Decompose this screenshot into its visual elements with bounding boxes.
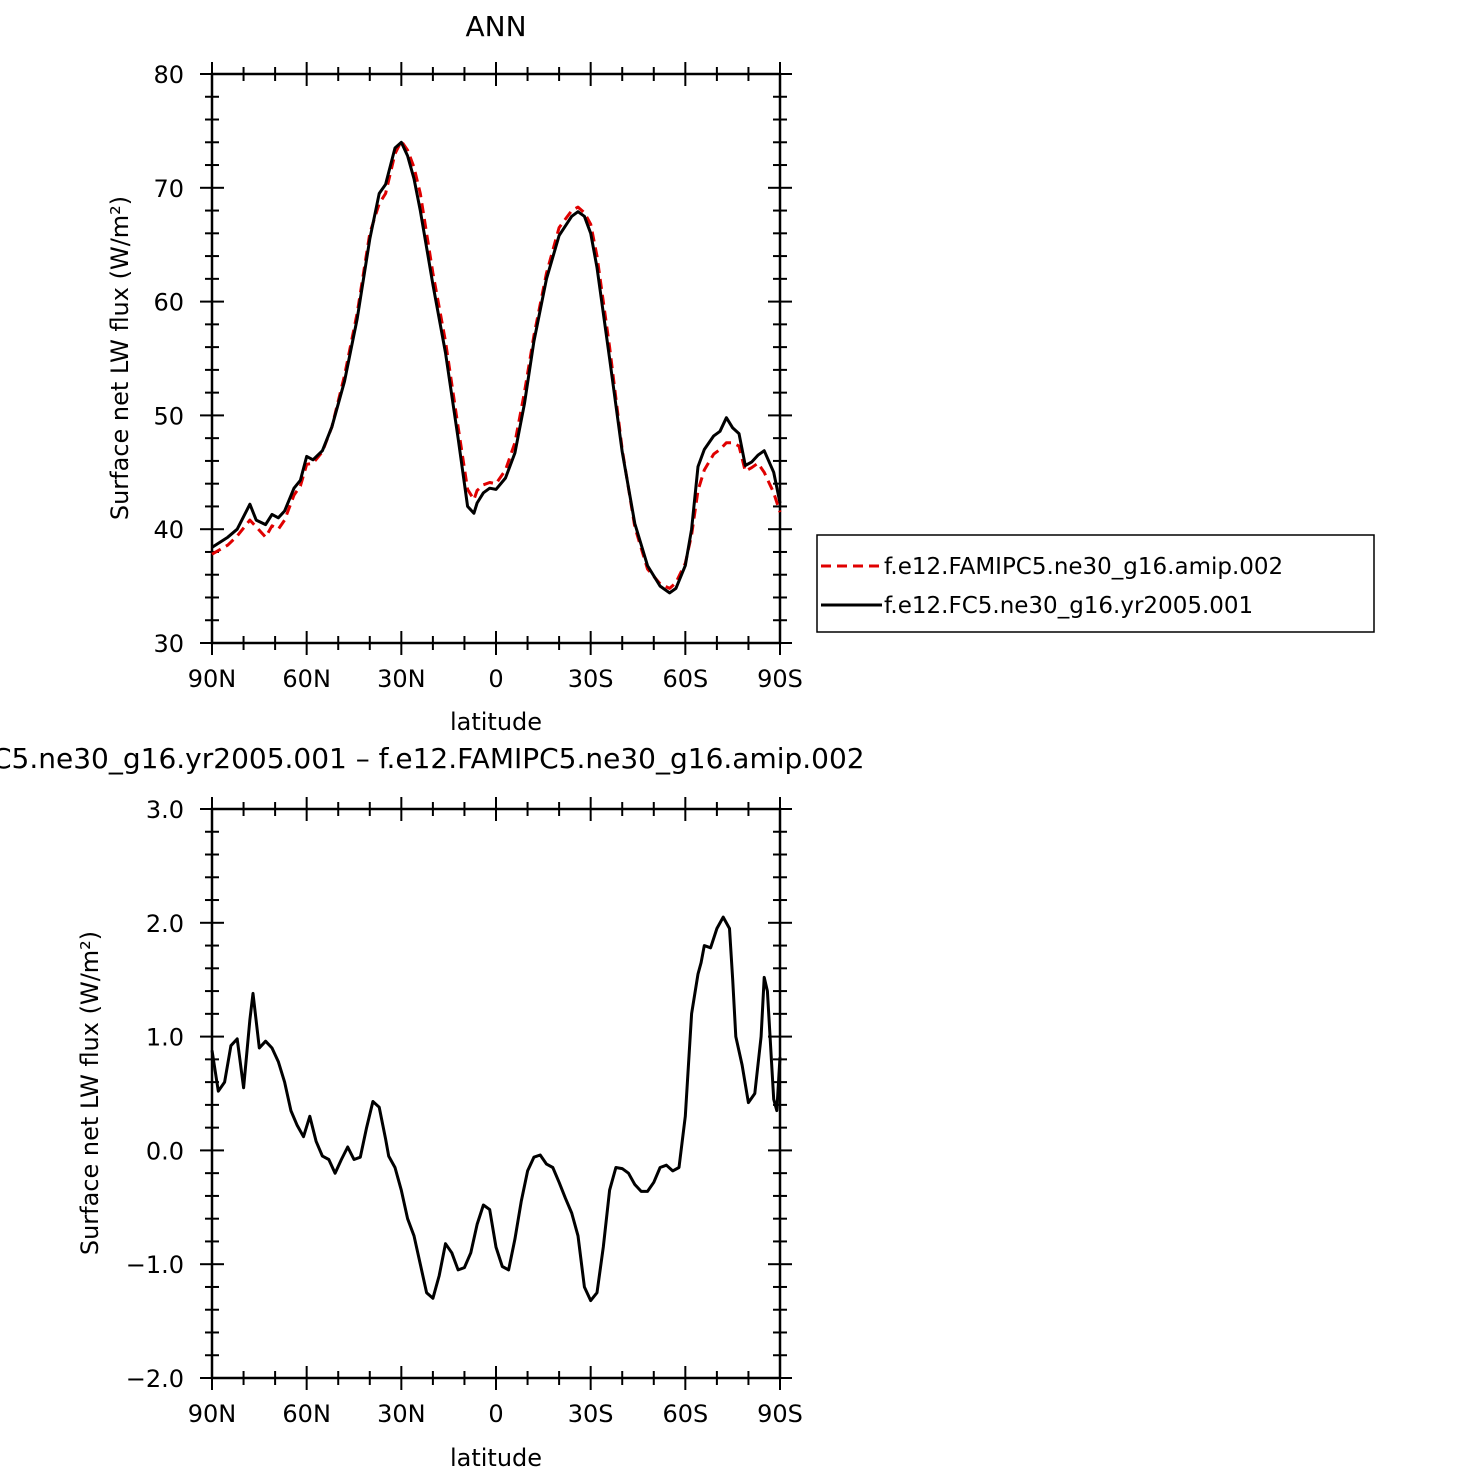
y-tick-label: 60 [153,289,184,317]
y-tick-label: −2.0 [126,1365,184,1393]
x-axis-title: latitude [450,708,542,736]
x-tick-label: 0 [488,665,503,693]
series-line-1 [211,140,782,595]
y-tick-label: 40 [153,516,184,544]
x-tick-label: 60N [282,665,331,693]
legend: f.e12.FAMIPC5.ne30_g16.amip.002 f.e12.FC… [816,534,1375,633]
y-tick-label: 70 [153,175,184,203]
y-tick-label: −1.0 [126,1251,184,1279]
series-line-0 [210,915,782,1303]
x-tick-label: 0 [488,1400,503,1428]
y-tick-label: 2.0 [146,910,184,938]
x-tick-label: 30N [377,1400,426,1428]
y-tick-label: 50 [153,402,184,430]
x-tick-label: 90N [188,665,237,693]
x-tick-label: 60S [662,1400,708,1428]
y-axis-title: Surface net LW flux (W/m²) [76,931,104,1255]
series-line-0 [211,139,782,590]
top-panel: ANN 90N 60N 30N 0 30S 60S 90S 30 40 50 60 70 80 lati… [106,10,1375,736]
x-tick-label: 90S [757,1400,803,1428]
x-tick-label: 30S [568,1400,614,1428]
x-axis-title: latitude [450,1444,542,1472]
y-tick-label: 3.0 [146,796,184,824]
legend-box [816,534,1375,633]
legend-entry-test: f.e12.FAMIPC5.ne30_g16.amip.002 [884,554,1283,580]
y-tick-label: 1.0 [146,1024,184,1052]
y-tick-label: 0.0 [146,1137,184,1165]
bottom-panel: C5.ne30_g16.yr2005.001 – f.e12.FAMIPC5.n… [0,742,865,1472]
x-tick-label: 30S [568,665,614,693]
panel-title: C5.ne30_g16.yr2005.001 – f.e12.FAMIPC5.n… [0,742,865,775]
y-tick-label: 80 [153,61,184,89]
bottom-plot-area: 90N 60N 30N 0 30S 60S 90S −2.0 −1.0 0.0 1.0 2.0 3.0 [126,796,803,1428]
y-axis-title: Surface net LW flux (W/m²) [106,196,134,520]
y-tick-label: 30 [153,630,184,658]
x-tick-label: 90N [188,1400,237,1428]
panel-title: ANN [465,10,526,43]
x-tick-label: 60N [282,1400,331,1428]
x-tick-label: 90S [757,665,803,693]
x-tick-label: 30N [377,665,426,693]
top-plot-area: 90N 60N 30N 0 30S 60S 90S 30 40 50 60 70 80 [153,61,802,693]
legend-entry-control: f.e12.FC5.ne30_g16.yr2005.001 [884,593,1253,619]
x-tick-label: 60S [662,665,708,693]
